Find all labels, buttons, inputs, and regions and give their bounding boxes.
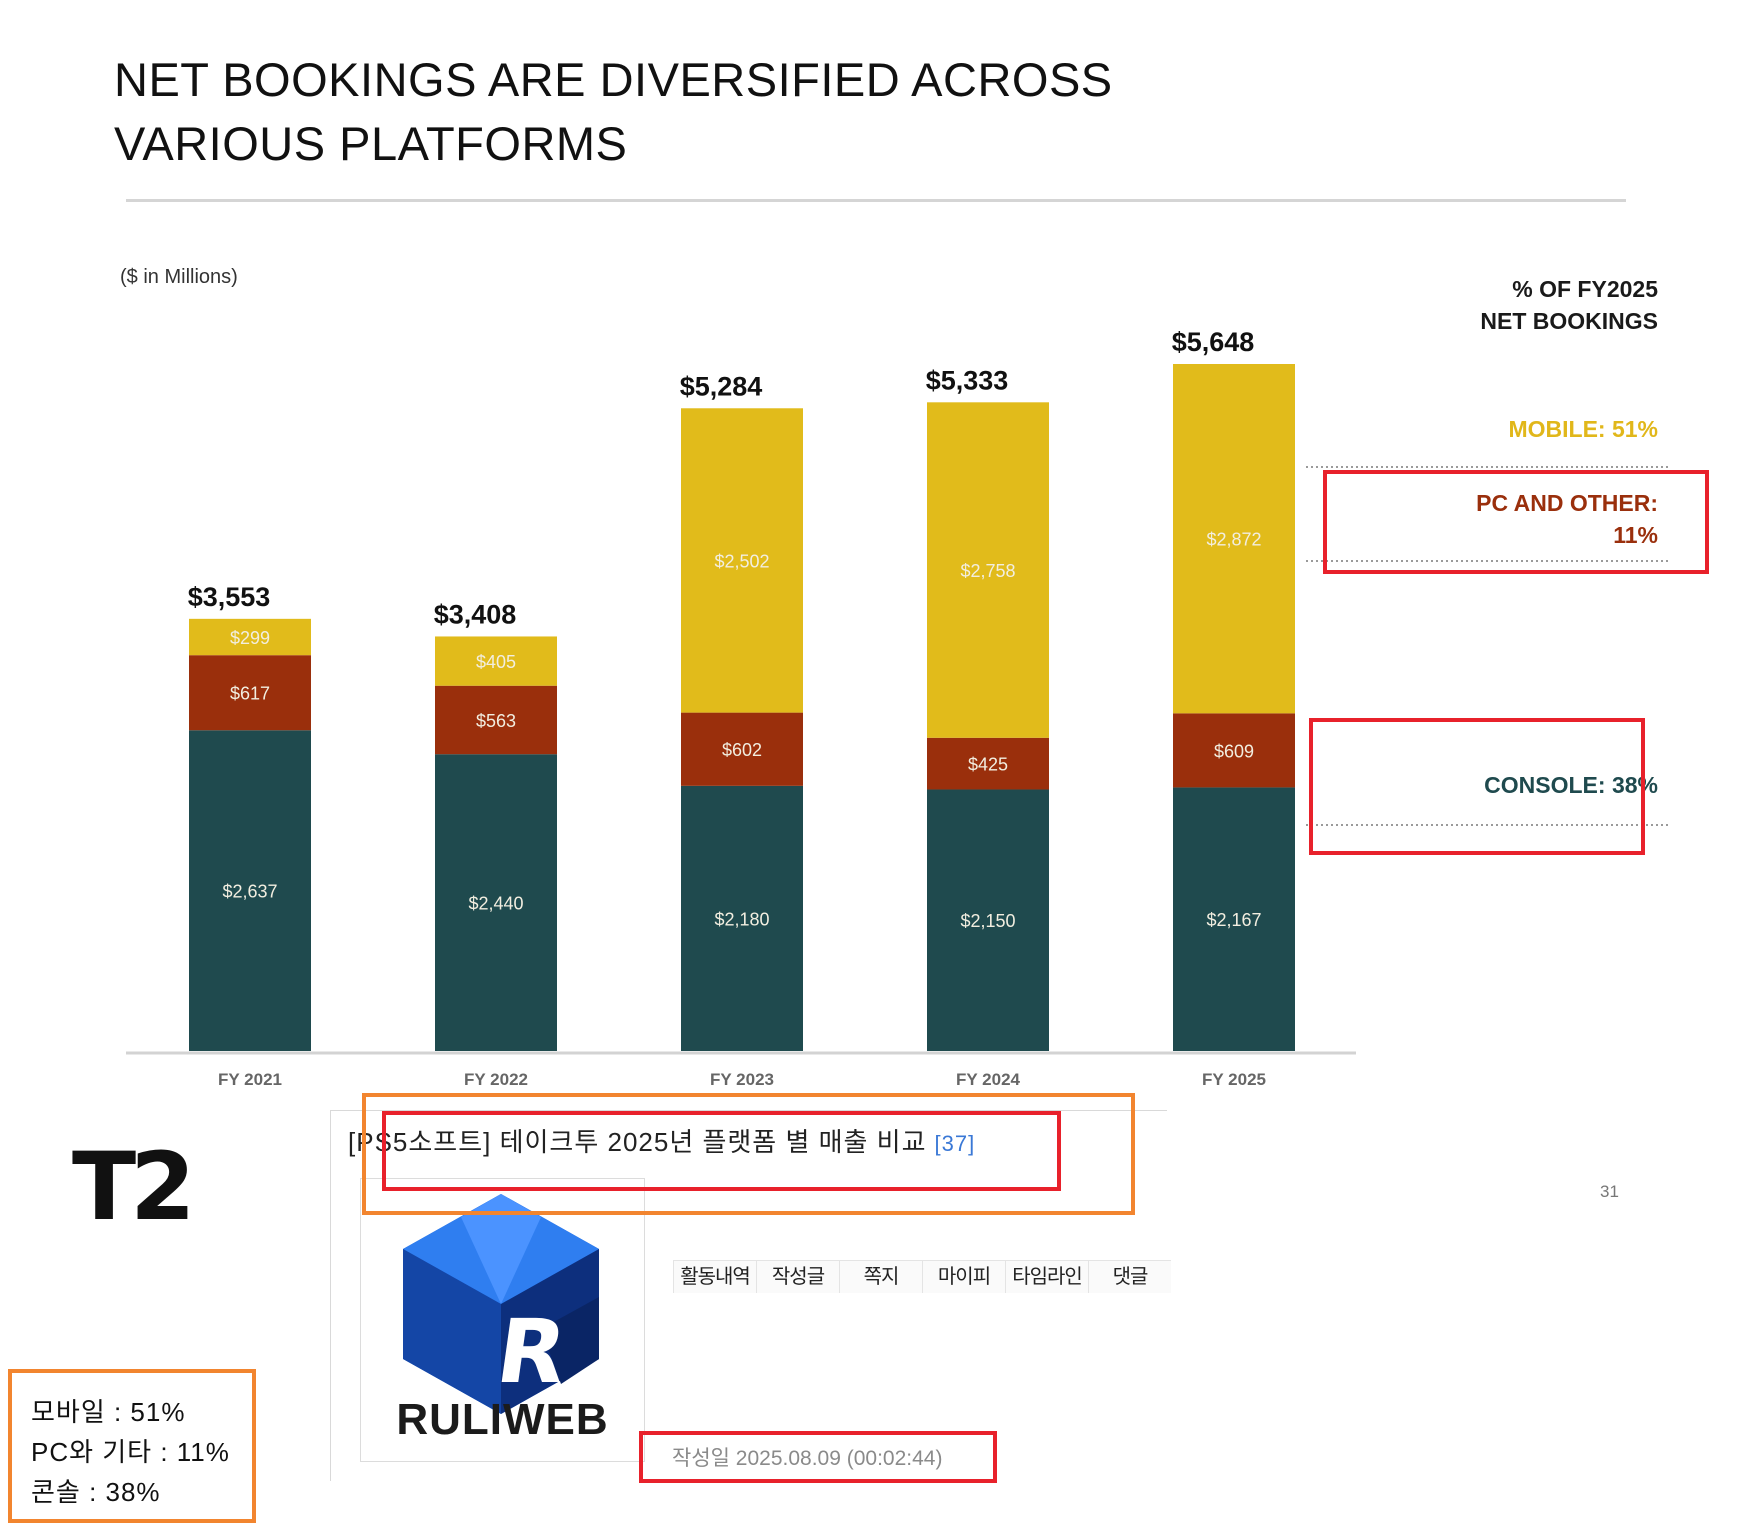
data-label-mobile-1: $299 (230, 628, 270, 648)
bar-pc-and-other-4 (927, 737, 1049, 790)
category-label-5: FY 2025 (1202, 1070, 1266, 1089)
data-label-pc-and-other-5: $609 (1214, 741, 1254, 761)
data-label-mobile-5: $2,872 (1206, 530, 1261, 550)
category-label-2: FY 2022 (464, 1070, 528, 1089)
legend-header: % OF FY2025 NET BOOKINGS (1480, 273, 1658, 337)
highlight-post-title-outer (362, 1093, 1135, 1215)
menu-activity[interactable]: 활동내역 (673, 1260, 756, 1293)
total-label-1: $3,553 (188, 582, 271, 612)
menu-posts[interactable]: 작성글 (756, 1260, 839, 1293)
menu-timeline[interactable]: 타임라인 (1005, 1260, 1088, 1293)
slide-title-line-2: VARIOUS PLATFORMS (114, 117, 628, 170)
data-label-console-1: $2,637 (222, 882, 277, 902)
page-number: 31 (1600, 1182, 1619, 1201)
ruliweb-avatar[interactable]: R RULIWEB (360, 1178, 645, 1462)
data-label-mobile-2: $405 (476, 652, 516, 672)
bar-mobile-4 (927, 402, 1049, 738)
bar-mobile-5 (1173, 364, 1295, 714)
bar-mobile-1 (189, 618, 311, 656)
legend-pc-line-2: 11% (1613, 522, 1658, 548)
slide-title: NET BOOKINGS ARE DIVERSIFIED ACROSS VARI… (114, 48, 1113, 176)
bar-pc-and-other-1 (189, 655, 311, 731)
legend-header-line-1: % OF FY2025 (1512, 276, 1658, 302)
legend-console: CONSOLE: 38% (1484, 772, 1658, 798)
category-label-4: FY 2024 (956, 1070, 1021, 1089)
comment-count[interactable]: [37] (934, 1131, 976, 1156)
bar-console-5 (1173, 787, 1295, 1051)
total-label-2: $3,408 (434, 599, 517, 629)
profile-menu: 활동내역 작성글 쪽지 마이피 타임라인 댓글 (673, 1260, 1171, 1293)
bar-pc-and-other-3 (681, 712, 803, 786)
bar-console-1 (189, 730, 311, 1051)
bar-console-4 (927, 789, 1049, 1051)
data-label-console-5: $2,167 (1206, 910, 1261, 930)
highlight-pc-legend (1323, 470, 1709, 574)
menu-mypi[interactable]: 마이피 (922, 1260, 1005, 1293)
highlight-post-title (382, 1111, 1061, 1191)
category-label-1: FY 2021 (218, 1070, 282, 1089)
bar-mobile-3 (681, 408, 803, 713)
post-title-text[interactable]: [PS5소프트] 테이크투 2025년 플랫폼 별 매출 비교 (348, 1127, 927, 1157)
highlight-post-date (639, 1431, 997, 1483)
category-label-3: FY 2023 (710, 1070, 774, 1089)
summary-pc: PC와 기타 : 11% (31, 1437, 230, 1467)
highlight-console-legend (1309, 718, 1645, 855)
data-label-pc-and-other-3: $602 (722, 740, 762, 760)
post-title[interactable]: [PS5소프트] 테이크투 2025년 플랫폼 별 매출 비교 [37] (348, 1122, 975, 1159)
data-label-mobile-3: $2,502 (714, 551, 769, 571)
svg-text:R: R (491, 1300, 573, 1402)
bar-pc-and-other-5 (1173, 713, 1295, 788)
bar-console-3 (681, 785, 803, 1051)
data-label-console-4: $2,150 (960, 911, 1015, 931)
title-divider (126, 199, 1626, 202)
legend-pc-line-1: PC AND OTHER: (1476, 490, 1658, 516)
total-label-5: $5,648 (1172, 327, 1255, 357)
total-label-3: $5,284 (680, 371, 763, 401)
data-label-console-2: $2,440 (468, 894, 523, 914)
legend-mobile: MOBILE: 51% (1508, 416, 1658, 442)
ruliweb-cube-icon: R (403, 1194, 599, 1414)
summary-console: 콘솔 : 38% (31, 1477, 161, 1507)
slide-title-line-1: NET BOOKINGS ARE DIVERSIFIED ACROSS (114, 53, 1113, 106)
legend-pc-and-other: PC AND OTHER: 11% (1476, 487, 1658, 551)
menu-comments[interactable]: 댓글 (1088, 1260, 1171, 1293)
data-label-mobile-4: $2,758 (960, 561, 1015, 581)
data-label-console-3: $2,180 (714, 909, 769, 929)
highlight-summary (8, 1369, 256, 1523)
data-label-pc-and-other-1: $617 (230, 684, 270, 704)
ruliweb-logo-text: RULIWEB (396, 1395, 609, 1444)
summary-text: 모바일 : 51% PC와 기타 : 11% 콘솔 : 38% (31, 1392, 230, 1512)
bar-console-2 (435, 754, 557, 1051)
post-panel (330, 1110, 1167, 1481)
summary-mobile: 모바일 : 51% (31, 1397, 186, 1427)
legend-header-line-2: NET BOOKINGS (1480, 308, 1658, 334)
bar-pc-and-other-2 (435, 685, 557, 755)
units-note: ($ in Millions) (120, 266, 238, 288)
post-date: 작성일 2025.08.09 (00:02:44) (672, 1447, 943, 1470)
t2-logo: T2 (72, 1133, 196, 1242)
bar-mobile-2 (435, 636, 557, 686)
data-label-pc-and-other-4: $425 (968, 755, 1008, 775)
menu-messages[interactable]: 쪽지 (839, 1260, 922, 1293)
total-label-4: $5,333 (926, 365, 1009, 395)
data-label-pc-and-other-2: $563 (476, 711, 516, 731)
